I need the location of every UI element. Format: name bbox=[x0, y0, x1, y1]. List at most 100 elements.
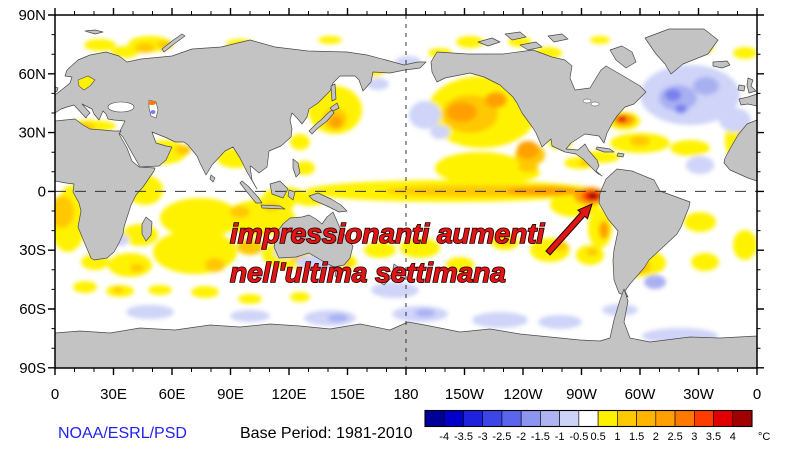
great-lakes bbox=[582, 98, 592, 104]
lat-label-0: 0 bbox=[38, 183, 46, 200]
cb-label: -0.5 bbox=[569, 431, 588, 443]
island-sulawesi bbox=[287, 189, 296, 201]
minor-ticks-lat bbox=[51, 34, 761, 349]
island-madagascar bbox=[141, 216, 153, 242]
nino-hotspot bbox=[587, 192, 599, 200]
colorbar-cell bbox=[578, 410, 599, 427]
great-lakes-2 bbox=[590, 101, 600, 107]
cb-label: -4 bbox=[439, 431, 449, 443]
annotation-group: impressionanti aumenti nell'ultima setti… bbox=[229, 203, 593, 289]
lon-label-60w: 60W bbox=[625, 386, 657, 403]
colorbar-cell bbox=[559, 410, 580, 427]
lat-label-90s: 90S bbox=[19, 360, 46, 377]
lon-label-90e: 90E bbox=[217, 386, 244, 403]
colorbar-cell bbox=[424, 410, 445, 427]
colorbar-cell bbox=[713, 410, 734, 427]
colorbar-cell bbox=[482, 410, 503, 427]
colorbar: -4 -3.5 -3 -2.5 -2 -1.5 -1 -0.5 0.5 1 1.… bbox=[424, 409, 770, 443]
lon-label-120e: 120E bbox=[271, 386, 306, 403]
continents bbox=[55, 28, 757, 368]
continent-antarctica bbox=[55, 288, 757, 368]
colorbar-cell bbox=[693, 410, 714, 427]
cb-label: 2 bbox=[653, 431, 659, 443]
continent-south-america bbox=[598, 168, 691, 298]
island-philippines bbox=[292, 158, 301, 178]
island-new-guinea bbox=[308, 192, 348, 213]
lon-label-0e: 0 bbox=[753, 386, 761, 403]
island-java bbox=[260, 204, 286, 210]
lon-label-0w: 0 bbox=[51, 386, 59, 403]
lon-label-150w: 150W bbox=[445, 386, 485, 403]
cb-label: 3 bbox=[691, 431, 697, 443]
island-britain-ireland bbox=[737, 77, 757, 94]
baltic-sea bbox=[77, 75, 96, 91]
colorbar-cell bbox=[636, 410, 657, 427]
lon-axis-labels: 0 30E 60E 90E 120E 150E 180 150W 120W 90… bbox=[51, 386, 761, 403]
cb-label: 2.5 bbox=[667, 431, 682, 443]
islands-canadian-arctic bbox=[477, 31, 637, 69]
major-ticks-lat bbox=[48, 14, 764, 369]
cb-label: 1 bbox=[614, 431, 620, 443]
cb-label: -1 bbox=[555, 431, 565, 443]
cold-anomaly-cores bbox=[665, 89, 687, 114]
island-iceland bbox=[712, 60, 731, 69]
cb-label: -1.5 bbox=[531, 431, 550, 443]
colorbar-cell bbox=[443, 410, 464, 427]
colorbar-cell bbox=[501, 410, 522, 427]
region-west-africa-edge bbox=[723, 119, 757, 182]
lon-label-120w: 120W bbox=[503, 386, 543, 403]
continent-greenland bbox=[644, 28, 719, 75]
colorbar-tick-labels: -4 -3.5 -3 -2.5 -2 -1.5 -1 -0.5 0.5 1 1.… bbox=[439, 431, 736, 443]
continent-north-america bbox=[430, 49, 647, 177]
lat-label-30s: 30S bbox=[19, 242, 46, 259]
cb-label: -2.5 bbox=[492, 431, 511, 443]
continent-eurasia bbox=[55, 39, 427, 190]
island-new-zealand bbox=[380, 263, 402, 286]
lat-label-60s: 60S bbox=[19, 301, 46, 318]
colorbar-frame bbox=[424, 409, 753, 428]
cb-label: 1.5 bbox=[629, 431, 644, 443]
caspian-cold-spot bbox=[150, 110, 156, 114]
island-sri-lanka bbox=[209, 174, 216, 183]
lon-label-180: 180 bbox=[393, 386, 418, 403]
cb-label: 4 bbox=[730, 431, 736, 443]
lon-label-30w: 30W bbox=[683, 386, 715, 403]
island-cuba bbox=[595, 146, 625, 158]
cb-label: 3.5 bbox=[706, 431, 721, 443]
colorbar-cell bbox=[617, 410, 637, 427]
minor-ticks-lon bbox=[74, 11, 738, 372]
lon-label-90w: 90W bbox=[566, 386, 598, 403]
colorbar-cell bbox=[655, 410, 676, 427]
colorbar-cell bbox=[540, 410, 560, 427]
island-japan bbox=[308, 83, 340, 135]
island-borneo bbox=[269, 180, 289, 199]
island-novaya-zemlya bbox=[161, 33, 186, 53]
annotation-arrow bbox=[545, 203, 593, 256]
continent-australia bbox=[273, 211, 354, 268]
cb-label: -3.5 bbox=[454, 431, 473, 443]
colorbar-unit: °C bbox=[758, 431, 770, 443]
annotation-line1: impressionanti aumenti bbox=[230, 218, 546, 249]
annotation-line2: nell'ultima settimana bbox=[230, 257, 506, 288]
lon-label-150e: 150E bbox=[330, 386, 365, 403]
lon-label-30e: 30E bbox=[100, 386, 127, 403]
gulf-stream-hot-spot bbox=[617, 115, 627, 123]
island-sumatra bbox=[239, 180, 263, 204]
island-svalbard bbox=[84, 29, 104, 35]
cb-label: -2 bbox=[516, 431, 526, 443]
major-ticks-lon bbox=[54, 8, 758, 375]
island-tasmania bbox=[334, 270, 344, 280]
region-iberia-edge bbox=[738, 93, 757, 107]
inland-seas bbox=[77, 75, 600, 119]
lat-label-60n: 60N bbox=[18, 66, 46, 83]
cb-label: -3 bbox=[478, 431, 488, 443]
colorbar-cell bbox=[674, 410, 695, 427]
black-sea bbox=[107, 101, 135, 113]
caspian-warm-spot bbox=[148, 101, 156, 105]
colorbar-cell bbox=[732, 410, 753, 427]
colorbar-cell bbox=[597, 410, 618, 427]
lat-label-90n: 90N bbox=[18, 7, 46, 24]
lat-axis-labels: 90N 60N 30N 0 30S 60S 90S bbox=[18, 7, 46, 377]
